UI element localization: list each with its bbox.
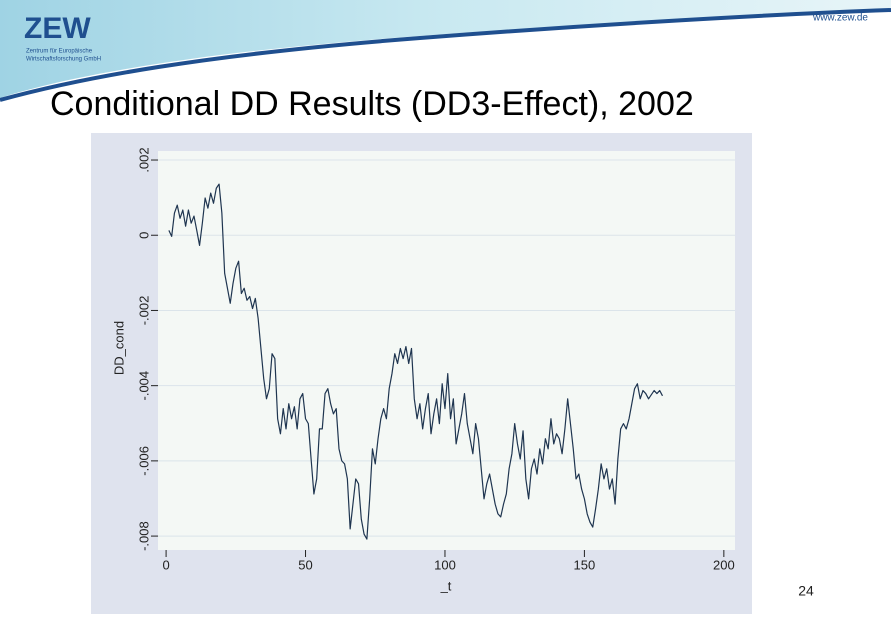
x-tick-label: 100 xyxy=(434,557,456,572)
x-axis-label: _t xyxy=(440,578,452,593)
y-tick-label: -.006 xyxy=(136,446,151,476)
header-band xyxy=(0,0,891,98)
data-line xyxy=(168,183,664,540)
logo-subtitle: Wirtschaftsforschung GmbH xyxy=(26,57,101,63)
y-tick-label: -.008 xyxy=(136,521,151,551)
x-tick-label: 0 xyxy=(162,557,169,572)
chart: .002 0 -.002 -.004 -.006 -.008 0 50 100 150 200 xyxy=(136,147,735,572)
plot-area xyxy=(158,151,735,550)
logo-subtitle: Zentrum für Europäische xyxy=(26,49,93,55)
page-number: 24 xyxy=(798,583,814,599)
x-tick-label: 150 xyxy=(574,557,596,572)
y-axis-label: DD_cond xyxy=(111,321,126,375)
url: www.zew.de xyxy=(812,13,868,24)
y-tick-label: .002 xyxy=(136,147,151,172)
x-tick-label: 50 xyxy=(298,557,312,572)
x-tick-label: 200 xyxy=(713,557,735,572)
y-tick-label: -.002 xyxy=(136,296,151,326)
y-tick-label: 0 xyxy=(136,232,151,239)
logo: ZEW xyxy=(24,12,91,45)
y-tick-label: -.004 xyxy=(136,371,151,401)
header-curve xyxy=(0,8,891,102)
slide-title: Conditional DD Results (DD3-Effect), 200… xyxy=(50,85,694,123)
